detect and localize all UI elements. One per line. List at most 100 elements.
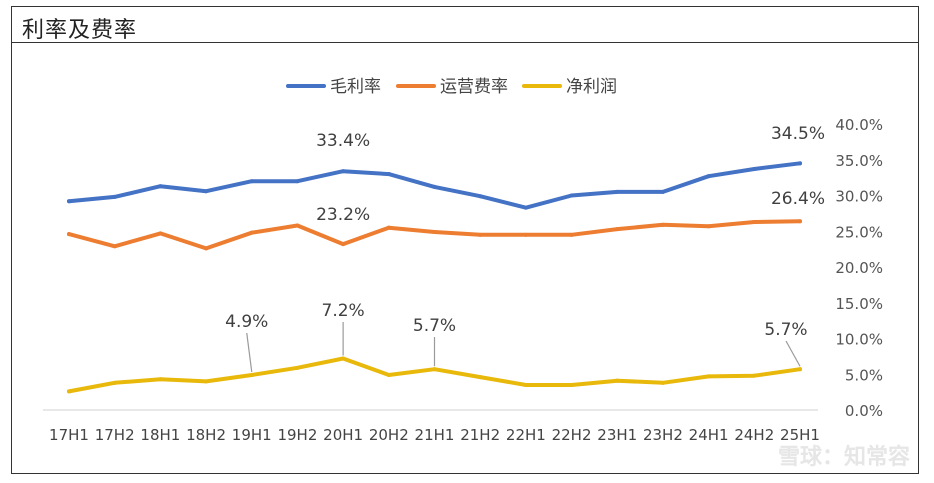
x-tick-label: 18H2 [186, 426, 226, 444]
data-point [660, 189, 665, 194]
data-label: 23.2% [316, 205, 370, 225]
x-tick-label: 23H1 [597, 426, 637, 444]
data-point [158, 231, 163, 236]
data-point [386, 172, 391, 177]
x-tick-label: 25H1 [780, 426, 820, 444]
chart-axes: 0.0% 5.0% 10.0% 15.0% 20.0% 25.0% 30.0% 35.0% 40… [43, 116, 883, 444]
data-point [112, 244, 117, 249]
data-point [204, 246, 209, 251]
data-point [798, 219, 802, 224]
legend-label: 净利润 [566, 77, 617, 97]
data-point [523, 382, 528, 387]
data-point [478, 232, 483, 237]
panel-title: 利率及费率 [22, 18, 138, 43]
y-tick-label: 0.0% [845, 402, 883, 420]
x-tick-label: 19H1 [232, 426, 272, 444]
x-tick-label: 21H2 [460, 426, 500, 444]
data-point [432, 184, 437, 189]
data-point [706, 224, 711, 229]
data-point [67, 199, 71, 204]
data-point [615, 378, 620, 383]
data-point [523, 205, 528, 210]
data-point [523, 232, 528, 237]
x-tick-label: 17H2 [95, 426, 135, 444]
label-leader-line [246, 332, 253, 373]
data-label: 5.7% [764, 320, 807, 340]
data-label: 7.2% [322, 301, 365, 321]
data-point [569, 232, 574, 237]
y-tick-label: 40.0% [835, 116, 883, 134]
x-tick-label: 24H2 [734, 426, 774, 444]
data-point [752, 167, 757, 172]
data-point [478, 194, 483, 199]
data-point [341, 242, 346, 247]
data-label: 5.7% [413, 316, 456, 336]
data-point [204, 189, 209, 194]
data-point [478, 375, 483, 380]
data-point [615, 227, 620, 232]
chart-series [67, 161, 802, 394]
data-point [112, 380, 117, 385]
series-line [67, 219, 802, 251]
data-point [386, 225, 391, 230]
x-tick-label: 17H1 [49, 426, 89, 444]
data-point [249, 230, 254, 235]
chart-legend: 毛利率 运营费率 净利润 [286, 77, 617, 97]
data-point [386, 372, 391, 377]
panel-title-bar: 利率及费率 [12, 7, 918, 43]
x-tick-label: 22H1 [506, 426, 546, 444]
x-tick-label: 20H2 [369, 426, 409, 444]
chart-data-labels: 33.4% 34.5% 23.2% 26.4% 4.9% 7.2% 5.7% 5.7% [225, 124, 825, 373]
data-point [295, 179, 300, 184]
data-point [249, 372, 254, 377]
data-label: 4.9% [225, 312, 268, 332]
data-point [204, 379, 209, 384]
data-point [158, 184, 163, 189]
data-point [67, 232, 71, 237]
data-point [112, 194, 117, 199]
data-point [67, 389, 71, 394]
data-point [432, 229, 437, 234]
x-tick-label: 21H1 [415, 426, 455, 444]
data-point [615, 189, 620, 194]
watermark: 雪球：知常容 [777, 445, 910, 470]
data-point [569, 193, 574, 198]
data-point [660, 380, 665, 385]
legend-label: 运营费率 [440, 77, 508, 97]
data-label: 33.4% [316, 131, 370, 151]
data-point [798, 161, 802, 166]
y-tick-label: 10.0% [835, 331, 883, 349]
x-tick-label: 22H2 [552, 426, 592, 444]
label-leader-line [785, 340, 801, 367]
data-point [158, 377, 163, 382]
y-tick-label: 20.0% [835, 259, 883, 277]
data-label: 34.5% [771, 124, 825, 144]
data-point [706, 174, 711, 179]
data-point [341, 169, 346, 174]
y-tick-label: 30.0% [835, 188, 883, 206]
data-label: 26.4% [771, 189, 825, 209]
x-tick-label: 19H2 [277, 426, 317, 444]
data-point [295, 365, 300, 370]
y-tick-label: 35.0% [835, 152, 883, 170]
data-point [706, 374, 711, 379]
y-tick-label: 15.0% [835, 295, 883, 313]
legend-label: 毛利率 [330, 77, 381, 97]
data-point [660, 222, 665, 227]
data-point [569, 382, 574, 387]
data-point [249, 179, 254, 184]
x-tick-label: 18H1 [140, 426, 180, 444]
x-tick-label: 23H2 [643, 426, 683, 444]
data-point [798, 367, 802, 372]
x-tick-label: 24H1 [689, 426, 729, 444]
chart-panel: 利率及费率 [11, 6, 919, 474]
data-point [295, 223, 300, 228]
x-tick-label: 20H1 [323, 426, 363, 444]
data-point [752, 219, 757, 224]
data-point [341, 356, 346, 361]
data-point [432, 367, 437, 372]
data-point [752, 373, 757, 378]
y-tick-label: 25.0% [835, 223, 883, 241]
y-tick-label: 5.0% [845, 366, 883, 384]
